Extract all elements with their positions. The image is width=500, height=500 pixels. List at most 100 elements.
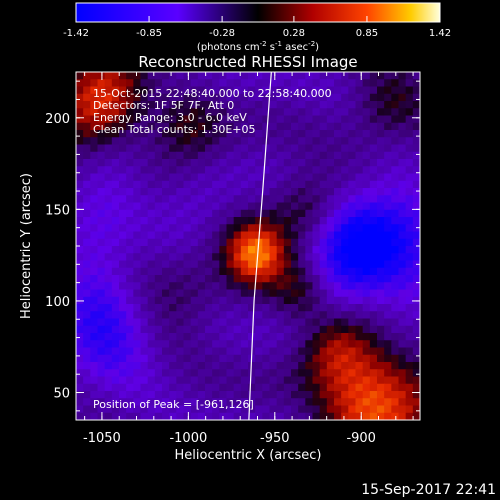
heatmap-cell <box>405 275 414 283</box>
heatmap-cell <box>334 333 342 341</box>
heatmap-cell <box>384 412 392 420</box>
heatmap-cell <box>190 391 199 399</box>
heatmap-cell <box>90 354 99 363</box>
heatmap-cell <box>305 101 314 109</box>
heatmap-cell <box>398 217 407 225</box>
heatmap-cell <box>369 72 378 80</box>
heatmap-cell <box>154 325 163 334</box>
heatmap-cell <box>291 246 299 254</box>
heatmap-cell <box>126 260 134 269</box>
heatmap-cell <box>248 151 256 160</box>
heatmap-cell <box>205 93 213 102</box>
heatmap-cell <box>319 79 328 88</box>
heatmap-cell <box>298 195 306 204</box>
heatmap-cell <box>176 253 185 262</box>
heatmap-cell <box>369 398 378 407</box>
heatmap-cell <box>334 296 342 305</box>
heatmap-cell <box>83 231 91 240</box>
heatmap-cell <box>276 238 285 247</box>
heatmap-cell <box>219 144 228 153</box>
heatmap-cell <box>391 137 400 146</box>
heatmap-cell <box>197 325 206 334</box>
heatmap-cell <box>212 340 220 349</box>
heatmap-cell <box>162 260 170 269</box>
heatmap-cell <box>133 224 142 233</box>
colorbar-tick-label: 1.42 <box>429 28 451 39</box>
heatmap-cell <box>269 325 278 334</box>
heatmap-cell <box>248 369 256 378</box>
heatmap-cell <box>233 122 242 131</box>
heatmap-cell <box>119 79 127 88</box>
heatmap-cell <box>298 246 306 254</box>
heatmap-cell <box>104 340 113 349</box>
heatmap-cell <box>398 376 407 385</box>
heatmap-cell <box>104 72 113 80</box>
heatmap-cell <box>111 391 120 399</box>
heatmap-cell <box>111 202 120 211</box>
heatmap-cell <box>83 151 91 160</box>
heatmap-cell <box>377 122 385 131</box>
heatmap-cell <box>97 304 106 312</box>
heatmap-cell <box>140 173 149 182</box>
heatmap-cell <box>384 347 392 356</box>
heatmap-cell <box>126 86 134 95</box>
heatmap-cell <box>276 159 285 167</box>
heatmap-cell <box>355 72 364 80</box>
heatmap-cell <box>341 79 349 88</box>
heatmap-cell <box>255 253 263 262</box>
heatmap-cell <box>291 289 299 298</box>
heatmap-cell <box>341 137 349 146</box>
heatmap-cell <box>305 354 314 363</box>
heatmap-cell <box>391 311 400 320</box>
heatmap-cell <box>355 93 364 102</box>
heatmap-cell <box>262 267 271 276</box>
heatmap-cell <box>176 296 185 305</box>
heatmap-cell <box>362 340 371 349</box>
heatmap-cell <box>412 108 420 117</box>
heatmap-cell <box>226 202 235 211</box>
heatmap-cell <box>298 354 306 363</box>
heatmap-cell <box>291 333 299 341</box>
heatmap-cell <box>76 166 84 175</box>
heatmap-cell <box>197 362 206 370</box>
heatmap-cell <box>384 311 392 320</box>
heatmap-cell <box>83 195 91 204</box>
heatmap-cell <box>197 398 206 407</box>
heatmap-cell <box>83 347 91 356</box>
heatmap-cell <box>97 296 106 305</box>
heatmap-cell <box>104 260 113 269</box>
heatmap-cell <box>298 72 306 80</box>
heatmap-cell <box>369 238 378 247</box>
heatmap-cell <box>326 166 335 175</box>
heatmap-cell <box>190 412 199 420</box>
heatmap-cell <box>262 347 271 356</box>
heatmap-cell <box>183 253 192 262</box>
heatmap-cell <box>169 246 177 254</box>
heatmap-cell <box>226 282 235 291</box>
heatmap-cell <box>133 391 142 399</box>
heatmap-cell <box>412 398 420 407</box>
heatmap-cell <box>412 325 420 334</box>
heatmap-cell <box>255 412 263 420</box>
heatmap-cell <box>233 101 242 109</box>
heatmap-cell <box>248 217 256 225</box>
heatmap-cell <box>398 383 407 392</box>
heatmap-cell <box>212 304 220 312</box>
heatmap-cell <box>183 122 192 131</box>
heatmap-cell <box>262 289 271 298</box>
heatmap-cell <box>391 224 400 233</box>
heatmap-cell <box>355 209 364 218</box>
heatmap-cell <box>154 86 163 95</box>
heatmap-cell <box>298 253 306 262</box>
heatmap-cell <box>398 238 407 247</box>
heatmap-cell <box>312 354 321 363</box>
heatmap-cell <box>334 224 342 233</box>
heatmap-cell <box>362 130 371 138</box>
heatmap-cell <box>111 289 120 298</box>
heatmap-cell <box>176 267 185 276</box>
heatmap-cell <box>326 376 335 385</box>
heatmap-cell <box>126 412 134 420</box>
heatmap-cell <box>405 79 414 88</box>
heatmap-cell <box>76 383 84 392</box>
heatmap-cell <box>384 209 392 218</box>
